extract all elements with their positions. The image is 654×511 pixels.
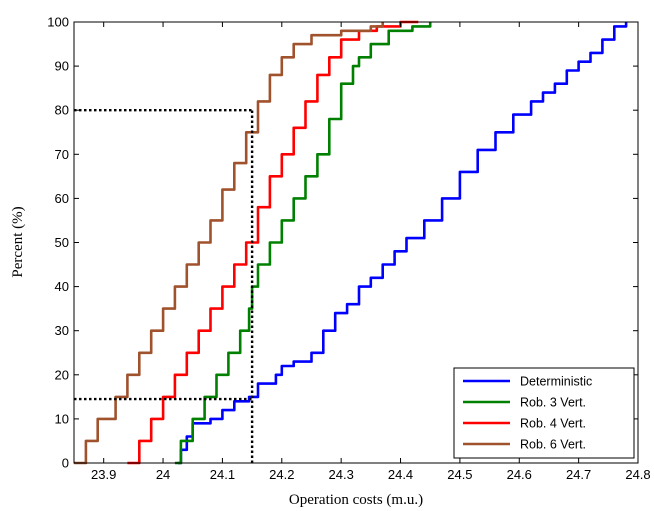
x-tick-label: 23.9 (91, 467, 116, 482)
x-tick-label: 24.3 (329, 467, 354, 482)
y-tick-label: 60 (55, 191, 69, 206)
legend: Deterministic Rob. 3 Vert. Rob. 4 Vert. Rob… (453, 367, 635, 459)
y-tick-label: 0 (62, 456, 69, 471)
series-layer (74, 20, 628, 465)
x-tick-label: 24.6 (507, 467, 532, 482)
x-axis-title: Operation costs (m.u.) (289, 492, 423, 508)
series-line-3 (74, 22, 384, 465)
y-tick-label: 20 (55, 367, 69, 382)
y-tick-label: 10 (55, 411, 69, 426)
series-line-2 (127, 20, 419, 465)
y-tick-label: 100 (47, 15, 69, 30)
y-tick-label: 50 (55, 235, 69, 250)
y-tick-label: 80 (55, 103, 69, 118)
x-tick-label: 24.2 (269, 467, 294, 482)
y-axis-ticks: 0 10 20 30 40 50 60 70 80 90 100 (47, 15, 638, 471)
x-tick-label: 24.4 (388, 467, 413, 482)
legend-label: Rob. 6 Vert. (520, 438, 586, 452)
x-tick-label: 24 (156, 467, 170, 482)
x-tick-label: 24.7 (566, 467, 591, 482)
y-tick-label: 90 (55, 59, 69, 74)
x-tick-label: 24.5 (447, 467, 472, 482)
legend-label: Rob. 3 Vert. (520, 396, 586, 410)
y-tick-label: 30 (55, 323, 69, 338)
y-tick-label: 70 (55, 147, 69, 162)
legend-items: Deterministic Rob. 3 Vert. Rob. 4 Vert. Rob… (463, 375, 592, 452)
y-tick-label: 40 (55, 279, 69, 294)
legend-label: Deterministic (520, 375, 592, 389)
legend-label: Rob. 4 Vert. (520, 417, 586, 431)
x-axis-ticks: 23.9 24 24.1 24.2 24.3 24.4 24.5 24.6 24.7 24.8 (91, 22, 651, 482)
y-axis-title: Percent (%) (10, 206, 26, 277)
series-line-1 (174, 22, 432, 465)
x-tick-label: 24.8 (625, 467, 650, 482)
x-tick-label: 24.1 (210, 467, 235, 482)
reference-lines (74, 108, 254, 463)
series-line-0 (177, 22, 628, 465)
